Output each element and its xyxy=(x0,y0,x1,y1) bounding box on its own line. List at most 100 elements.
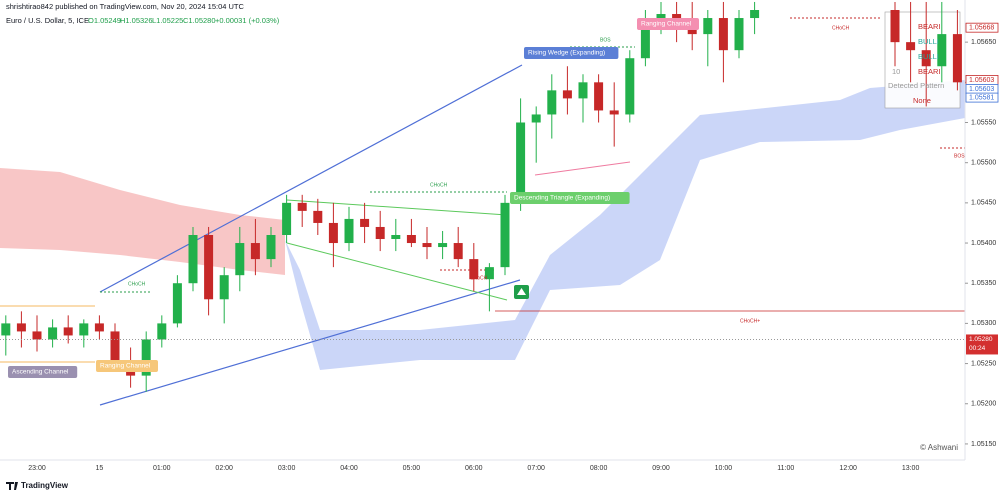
pattern-label: Descending Triangle (Expanding) xyxy=(514,195,610,202)
pattern-label: Ranging Channel xyxy=(641,21,692,28)
structure-label: CHoCH+ xyxy=(740,318,760,324)
current-price-box xyxy=(966,334,998,355)
candle-body xyxy=(734,18,744,51)
channel-line xyxy=(534,161,631,176)
candle-body xyxy=(391,235,401,240)
price-label: 1.05603 xyxy=(969,77,994,84)
candle-body xyxy=(157,323,167,340)
pattern-label-box xyxy=(524,47,619,59)
table-cell: BEARI xyxy=(918,67,941,76)
y-tick-label: 1.05650 xyxy=(971,39,996,46)
x-tick-label: 23:00 xyxy=(28,465,46,472)
cloud-bull xyxy=(285,80,965,370)
candle-body xyxy=(328,222,338,244)
candle-body xyxy=(952,34,962,83)
y-tick-label: 1.05450 xyxy=(971,200,996,207)
candle-body xyxy=(344,218,354,244)
candle-body xyxy=(32,331,42,340)
structure-label: BOS xyxy=(954,153,965,159)
candle-body xyxy=(609,110,619,115)
candle-body xyxy=(282,202,292,235)
x-tick-label: 01:00 xyxy=(153,465,171,472)
structure-label: CHoCH xyxy=(832,25,850,31)
tv-logo xyxy=(6,482,18,490)
candle-body xyxy=(375,226,385,240)
candle-body xyxy=(547,90,557,115)
candle-body xyxy=(297,202,307,211)
candle-body xyxy=(250,243,260,260)
countdown: 00:24 xyxy=(969,345,986,352)
signal-arrow xyxy=(517,288,526,295)
y-tick-label: 1.05300 xyxy=(971,320,996,327)
candle-body xyxy=(640,18,650,59)
candle-body xyxy=(531,114,541,123)
y-tick-label: 1.05500 xyxy=(971,160,996,167)
candle-body xyxy=(578,82,588,99)
candle-body xyxy=(562,90,572,99)
candle-body xyxy=(516,122,526,203)
candle-body xyxy=(937,34,947,67)
structure-label: BOS xyxy=(600,37,611,43)
triangle-line xyxy=(286,199,508,216)
x-tick-label: 02:00 xyxy=(215,465,233,472)
structure-label: CHoCH xyxy=(470,275,488,281)
candle-body xyxy=(625,58,635,115)
x-tick-label: 13:00 xyxy=(902,465,920,472)
pattern-label: Ascending Channel xyxy=(12,369,69,376)
candle-body xyxy=(500,202,510,268)
candle-body xyxy=(219,275,229,300)
ohlc-change: +0.00031 (+0.03%) xyxy=(215,16,280,25)
publisher: shrishtirao842 published on TradingView.… xyxy=(6,2,245,11)
candle-body xyxy=(703,18,713,35)
structure-label: CHoCH xyxy=(430,182,448,188)
candle-body xyxy=(890,10,900,43)
table-cell: BULLI xyxy=(918,52,939,61)
candle-body xyxy=(406,235,416,244)
candle-body xyxy=(204,235,214,300)
x-tick-label: 07:00 xyxy=(527,465,545,472)
candle-body xyxy=(1,323,11,336)
cloud-bear xyxy=(0,168,285,275)
candle-body xyxy=(921,50,931,67)
x-tick-label: 11:00 xyxy=(777,465,794,472)
y-tick-label: 1.05200 xyxy=(971,401,996,408)
candle-body xyxy=(172,283,182,324)
pattern-label: Ranging Channel xyxy=(100,363,151,370)
candle-body xyxy=(79,323,89,336)
credit: © Ashwani xyxy=(920,443,958,452)
y-tick-label: 1.05350 xyxy=(971,280,996,287)
pattern-label-box xyxy=(510,192,630,204)
pattern-label-box xyxy=(96,360,158,372)
candle-body xyxy=(453,243,463,260)
candle-body xyxy=(422,243,432,248)
table-cell: 10 xyxy=(892,67,900,76)
y-tick-label: 1.05250 xyxy=(971,360,996,367)
candle-body xyxy=(188,235,198,284)
ohlc-high: H1.05326 xyxy=(120,16,153,25)
candle-body xyxy=(438,243,448,248)
table-cell: BEARI xyxy=(918,22,941,31)
table-cell: BULLI xyxy=(918,37,939,46)
y-tick-label: 1.05400 xyxy=(971,240,996,247)
x-tick-label: 04:00 xyxy=(340,465,358,472)
x-tick-label: 12:00 xyxy=(839,465,857,472)
current-price-label: 1.05280 xyxy=(969,336,993,343)
y-tick-label: 1.05550 xyxy=(971,119,996,126)
x-tick-label: 06:00 xyxy=(465,465,483,472)
candle-body xyxy=(110,331,120,364)
candle-body xyxy=(141,339,151,376)
candle-body xyxy=(235,243,245,276)
candle-body xyxy=(656,14,666,19)
x-tick-label: 03:00 xyxy=(278,465,296,472)
candle-body xyxy=(750,10,760,19)
wedge-line xyxy=(99,64,523,293)
pattern-label-box xyxy=(637,18,699,30)
x-tick-label: 05:00 xyxy=(403,465,421,472)
candle-body xyxy=(484,267,494,280)
table-cell: Detected Pattern xyxy=(888,81,944,90)
candle-body xyxy=(718,18,728,51)
x-tick-label: 08:00 xyxy=(590,465,608,472)
candle-body xyxy=(906,42,916,51)
y-tick-label: 1.05150 xyxy=(971,441,996,448)
candle-body xyxy=(687,26,697,35)
